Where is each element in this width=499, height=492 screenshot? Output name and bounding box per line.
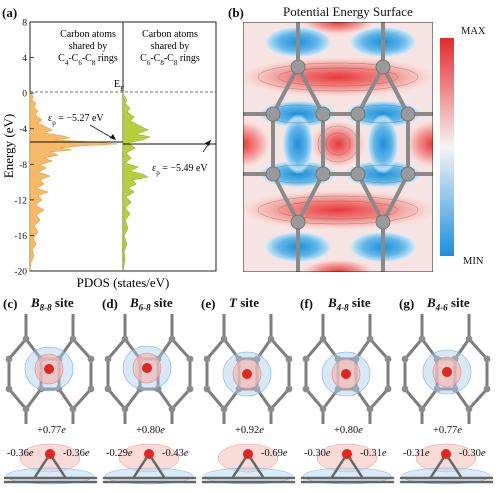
adsorbate-atom-side <box>243 449 253 459</box>
adsorbate-atom <box>142 363 152 373</box>
site-side-container <box>397 432 496 492</box>
site-title: B4-8 site <box>328 295 371 313</box>
colorbar-max: MAX <box>461 26 486 37</box>
site-side-view <box>298 432 397 487</box>
ytick-label: 0 <box>22 90 27 100</box>
site-title: T site <box>229 295 259 311</box>
panel-b-label: (b) <box>228 5 244 21</box>
adsorbate-atom <box>242 369 252 379</box>
site-panel-label: (e) <box>201 296 215 312</box>
site-panel-label: (d) <box>102 296 118 312</box>
adsorbate-atom-side <box>45 449 55 459</box>
left-ep-label: εp = −5.27 eV <box>48 113 104 127</box>
charge-top: +0.77e <box>433 425 462 436</box>
charge-top: +0.92e <box>235 425 264 436</box>
site-top-view <box>199 314 298 424</box>
ytick-label: -20 <box>14 268 27 278</box>
pes-map <box>243 22 433 272</box>
ytick-label: -4 <box>19 125 27 135</box>
ytick-label: 8 <box>22 19 27 29</box>
charge-left: -0.36e <box>7 448 34 459</box>
charge-right: -0.36e <box>63 448 90 459</box>
site-top-view <box>100 314 199 424</box>
adsorbate-atom <box>44 364 54 374</box>
site-title: B8-8 site <box>31 295 74 313</box>
site-title: B4-6 site <box>427 295 470 313</box>
adsorbate-atom-side <box>342 449 352 459</box>
charge-right: -0.31e <box>360 448 387 459</box>
site-top-view <box>1 314 100 424</box>
site-top-container <box>100 314 199 429</box>
ytick-label: 4 <box>22 54 27 64</box>
site-top-view <box>397 314 496 424</box>
charge-left: -0.29e <box>106 448 133 459</box>
charge-top: +0.77e <box>37 425 66 436</box>
pdos-ylabel: Energy (eV) <box>1 114 16 178</box>
adsorbate-atom <box>442 367 452 377</box>
charge-right: -0.43e <box>162 448 189 459</box>
charge-left: -0.30e <box>304 448 331 459</box>
pes-colorbar <box>440 38 454 256</box>
left-title-l2: shared by <box>69 41 108 52</box>
right-ep-label: εp = −5.49 eV <box>152 163 208 177</box>
site-panel-label: (f) <box>300 296 313 312</box>
site-top-container <box>199 314 298 429</box>
pdos-xlabel: PDOS (states/eV) <box>77 275 170 290</box>
adsorbate-atom-side <box>144 449 154 459</box>
site-side-container <box>199 432 298 492</box>
pes-title: Potential Energy Surface <box>283 4 413 20</box>
left-title-l1: Carbon atoms <box>60 29 116 40</box>
pdos-yticklabels: 8 4 0 -4 -8 -12 -16 -20 <box>14 19 27 278</box>
site-side-view <box>397 432 496 487</box>
site-side-container <box>298 432 397 492</box>
site-panel-label: (g) <box>399 296 414 312</box>
ytick-label: -12 <box>14 196 27 206</box>
ytick-label: -16 <box>14 232 27 242</box>
site-top-view <box>298 314 397 424</box>
charge-right: -0.30e <box>459 448 486 459</box>
site-side-view <box>199 432 298 487</box>
charge-right: -0.69e <box>261 448 288 459</box>
charge-top: +0.80e <box>334 425 363 436</box>
charge-top: +0.80e <box>136 425 165 436</box>
site-side-container <box>100 432 199 492</box>
site-panel-label: (c) <box>3 296 17 312</box>
site-side-view <box>1 432 100 487</box>
site-top-container <box>1 314 100 429</box>
site-side-container <box>1 432 100 492</box>
right-title-l1: Carbon atoms <box>142 29 198 40</box>
colorbar-min: MIN <box>463 256 483 267</box>
adsorbate-atom-side <box>441 449 451 459</box>
site-title: B6-8 site <box>130 295 173 313</box>
right-title-l2: shared by <box>151 41 190 52</box>
adsorbate-atom <box>341 369 351 379</box>
pdos-chart: 8 4 0 -4 -8 -12 -16 -20 Energy (eV) PDOS (state… <box>0 0 235 290</box>
site-top-container <box>397 314 496 429</box>
right-title-l3: C6-C8-C8 rings <box>140 53 200 67</box>
site-side-view <box>100 432 199 487</box>
site-top-container <box>298 314 397 429</box>
left-title-l3: C4-C6-C8 rings <box>58 53 118 67</box>
pdos-right-fill <box>123 92 150 271</box>
charge-left: -0.31e <box>403 448 430 459</box>
ytick-label: -8 <box>19 161 27 171</box>
